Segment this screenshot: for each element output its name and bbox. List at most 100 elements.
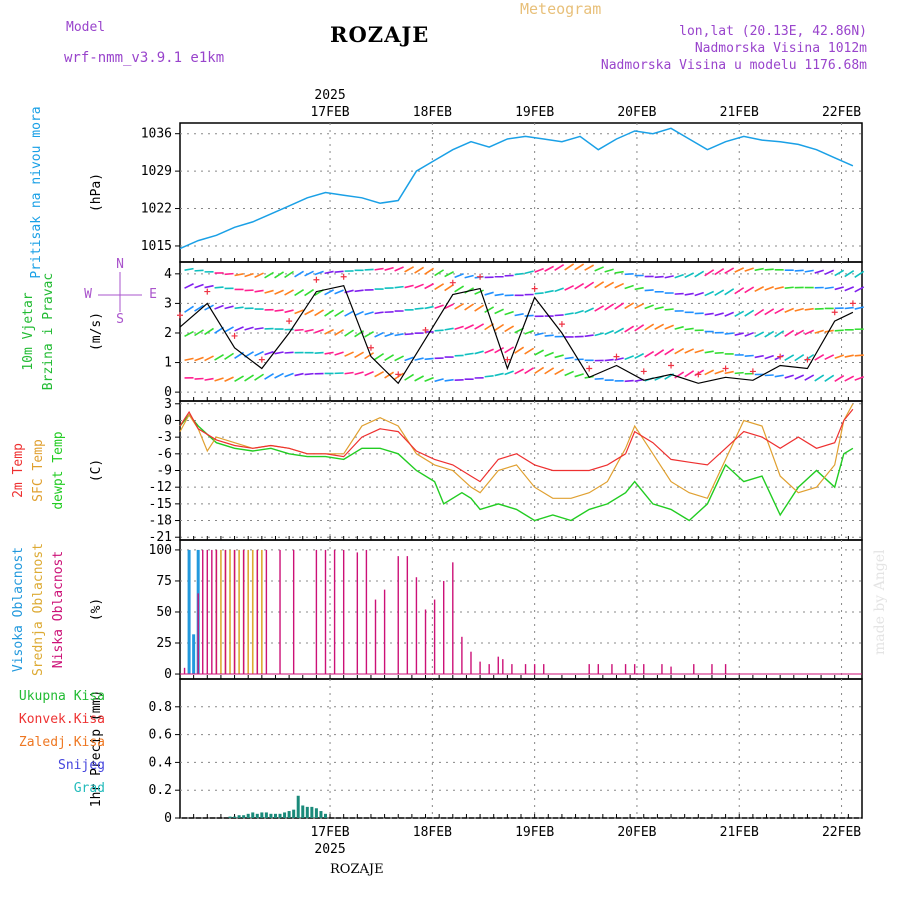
panel-frame-precip	[179, 678, 863, 819]
wind-vector	[524, 314, 534, 317]
meteogram-label: Meteogram	[520, 0, 602, 18]
cloud-bar	[588, 664, 590, 675]
wind-vector	[394, 355, 404, 362]
wind-vector	[704, 350, 714, 354]
wind-vector	[314, 351, 324, 354]
precip-bar	[255, 813, 259, 818]
x-top-label: 19FEB	[515, 105, 554, 120]
wind-vector	[514, 368, 525, 375]
wind-vector	[294, 270, 304, 278]
wind-vector	[664, 308, 674, 311]
wind-vector	[564, 312, 574, 316]
wind-vector	[304, 288, 315, 297]
wind-vector	[224, 272, 234, 276]
wind-vector	[184, 330, 194, 338]
wind-vector	[594, 377, 604, 380]
wind-vector	[464, 274, 474, 279]
wind-vector	[384, 332, 394, 338]
wind-vector	[734, 371, 744, 375]
precip-bar	[237, 815, 241, 818]
wind-vector	[354, 330, 365, 338]
cloud-bar	[261, 549, 263, 675]
wind-vector	[804, 374, 815, 381]
wind-vector	[424, 267, 435, 275]
y-tick-label: 0.8	[149, 700, 172, 715]
cloud-bar	[670, 666, 672, 675]
y-tick-label: 0.6	[149, 728, 172, 743]
wind-vector	[204, 327, 214, 336]
precip-bar	[296, 795, 300, 818]
model-name: wrf-nmm_v3.9.1 e1km	[64, 50, 225, 66]
precip-bar	[246, 813, 250, 818]
cloud-bar	[183, 667, 186, 675]
wind-vector	[274, 309, 284, 312]
wind-vector	[494, 372, 504, 377]
wind-vector	[214, 304, 224, 310]
wind-vector	[644, 304, 654, 310]
precip-bar	[310, 806, 314, 818]
wind-vector	[694, 270, 705, 278]
wind-vector	[194, 329, 204, 337]
temp2m-line	[179, 408, 854, 483]
x-bottom-year: 2025	[314, 842, 345, 857]
wind-vector	[364, 311, 374, 316]
wind-vector	[844, 306, 854, 310]
wind-vector	[264, 271, 274, 279]
cloud-bar	[397, 556, 399, 675]
wind-vector	[304, 270, 314, 277]
x-bottom-label: 19FEB	[515, 825, 554, 840]
wind-vector	[624, 284, 634, 290]
wind-vector	[214, 286, 224, 289]
wind-vector	[434, 283, 445, 291]
wind-vector	[744, 354, 754, 358]
cloud-bar	[197, 593, 199, 675]
wind-vector	[784, 307, 795, 313]
wind-vector	[674, 325, 684, 330]
wind-vector	[784, 286, 794, 289]
cloud-bar	[374, 599, 377, 675]
panel-frame-cloud	[179, 539, 863, 680]
wind-vector	[464, 352, 474, 356]
wind-vector	[394, 333, 404, 337]
wind-vector	[284, 372, 294, 378]
wind-vector	[404, 373, 415, 381]
wind-vector	[414, 375, 424, 382]
wind-vector	[384, 266, 394, 271]
cloud-bar	[661, 664, 663, 675]
cloud-bar	[533, 664, 536, 675]
wind-vector	[854, 354, 864, 357]
cloud-bar	[247, 549, 249, 675]
wind-gust-marker	[258, 356, 265, 363]
wind-vector	[514, 272, 524, 276]
cloud-bar	[192, 634, 196, 675]
wind-vector	[494, 323, 505, 332]
wind-vector	[614, 357, 624, 361]
wind-vector	[484, 348, 494, 354]
precip-bar	[301, 805, 305, 818]
wind-vector	[594, 266, 604, 272]
cloud-bar	[365, 549, 368, 675]
precip-bar	[278, 813, 282, 818]
wind-vector	[224, 376, 234, 383]
cloud-bar	[693, 664, 695, 675]
wind-vector	[734, 267, 745, 273]
wind-vector	[724, 311, 734, 317]
wind-vector	[594, 305, 605, 312]
wind-vector	[794, 329, 805, 337]
wind-vector	[344, 371, 354, 375]
wind-vector	[184, 305, 194, 313]
wind-vector	[234, 273, 244, 277]
wind-vector	[814, 269, 824, 274]
wind-vector	[344, 351, 354, 357]
wind-vector	[624, 379, 634, 383]
wind-vector	[734, 310, 745, 317]
wind-vector	[824, 269, 835, 276]
wind-vector	[354, 351, 364, 359]
wind-vector	[764, 285, 774, 291]
wind-vector	[754, 308, 765, 317]
wind-gust-marker	[804, 356, 811, 363]
wind-vector	[334, 309, 345, 317]
precip-bar	[260, 812, 264, 818]
wind-vector	[624, 355, 634, 361]
wind-vector	[614, 282, 625, 289]
